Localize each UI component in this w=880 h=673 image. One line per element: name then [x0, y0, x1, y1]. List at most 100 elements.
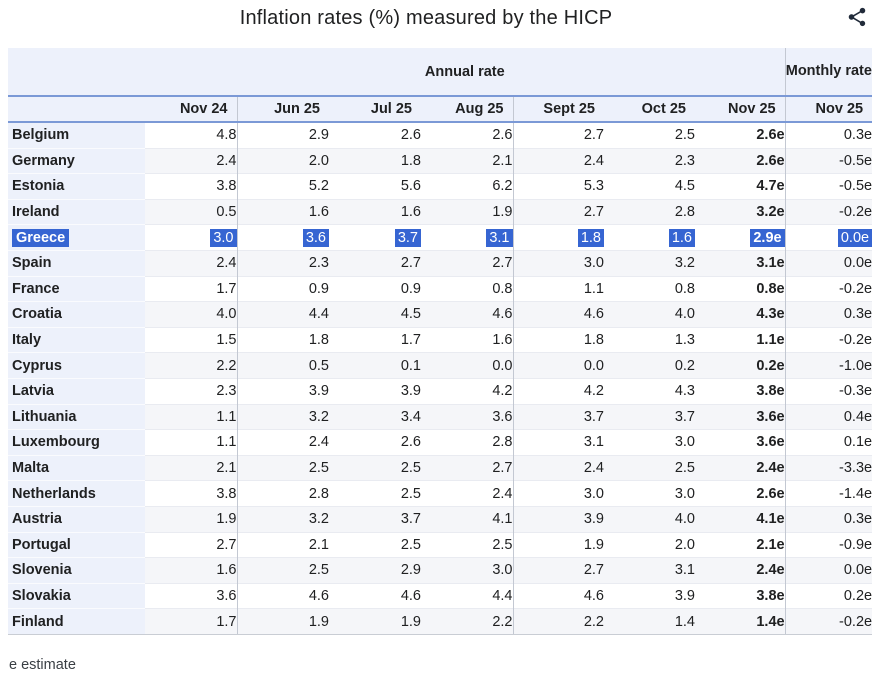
row-header-country: Slovakia	[8, 582, 145, 609]
value-cell: 4.6	[329, 582, 421, 609]
value-cell: 0.4e	[785, 403, 873, 430]
value-cell: 2.3	[604, 147, 695, 174]
value-cell: 0.5	[237, 352, 329, 379]
value-cell: -0.5e	[785, 173, 873, 200]
value-cell: 2.5	[604, 454, 695, 481]
value-cell: 4.6	[421, 301, 514, 328]
value-cell: 3.1e	[695, 249, 786, 277]
value-cell: 2.5	[237, 557, 329, 584]
value-cell: -0.2e	[785, 275, 873, 302]
table-row: Netherlands 3.8 2.8 2.5 2.4 3.0 3.0 2.6e -1.4e	[8, 480, 873, 507]
value-cell: 2.2	[145, 352, 238, 379]
value-cell: 4.6	[237, 582, 329, 609]
value-cell: 3.9	[237, 377, 329, 405]
row-header-country: Italy	[8, 326, 145, 353]
value-cell: 2.2	[513, 608, 604, 635]
group-header-row: Annual rate Monthly rate	[8, 48, 873, 97]
value-cell: 2.6	[421, 121, 514, 149]
value-cell: 1.7	[145, 608, 238, 635]
value-cell: 4.2	[513, 377, 604, 405]
column-header: Nov 25	[695, 96, 786, 123]
value-cell: 1.8	[237, 326, 329, 353]
value-cell: 2.5	[421, 531, 514, 558]
table-body: Belgium 4.8 2.9 2.6 2.6 2.7 2.5 2.6e 0.3e Germany…	[8, 121, 873, 635]
value-cell: 2.7	[329, 249, 421, 277]
value-cell: 0.0	[421, 352, 514, 379]
value-cell: 4.7e	[695, 173, 786, 200]
value-cell: 4.0	[604, 301, 695, 328]
value-cell: 1.7	[329, 326, 421, 353]
value-cell: 3.1	[421, 224, 514, 251]
table-row: Croatia 4.0 4.4 4.5 4.6 4.6 4.0 4.3e 0.3e	[8, 301, 873, 328]
table-row: Italy 1.5 1.8 1.7 1.6 1.8 1.3 1.1e -0.2e	[8, 326, 873, 353]
column-header: Jun 25	[237, 96, 329, 123]
table-row: Latvia 2.3 3.9 3.9 4.2 4.2 4.3 3.8e -0.3e	[8, 377, 873, 405]
value-cell: 1.3	[604, 326, 695, 353]
value-cell: 0.2e	[785, 582, 873, 609]
column-header-row: Nov 24 Jun 25 Jul 25 Aug 25 Sept 25 Oct 25 Nov…	[8, 96, 873, 123]
value-cell: 4.3	[604, 377, 695, 405]
share-button[interactable]	[845, 6, 869, 30]
value-cell: 1.5	[145, 326, 238, 353]
table-row: Malta 2.1 2.5 2.5 2.7 2.4 2.5 2.4e -3.3e	[8, 454, 873, 481]
value-cell: 1.6	[237, 198, 329, 225]
value-cell: 4.5	[329, 301, 421, 328]
footnote: e estimate	[9, 657, 76, 673]
value-cell: 4.0	[604, 505, 695, 532]
value-cell: 2.5	[604, 121, 695, 149]
table-row: Belgium 4.8 2.9 2.6 2.6 2.7 2.5 2.6e 0.3e	[8, 121, 873, 149]
value-cell: 2.4e	[695, 557, 786, 584]
value-cell: 2.6	[329, 429, 421, 456]
value-cell: 1.1	[513, 275, 604, 302]
table-row: Lithuania 1.1 3.2 3.4 3.6 3.7 3.7 3.6e 0.4e	[8, 403, 873, 430]
value-cell: 3.9	[329, 377, 421, 405]
row-header-country: Cyprus	[8, 352, 145, 379]
value-cell: 2.6e	[695, 480, 786, 507]
value-cell: 2.5	[329, 480, 421, 507]
value-cell: 2.1	[421, 147, 514, 174]
value-cell: 0.0e	[785, 557, 873, 584]
row-header-country: Malta	[8, 454, 145, 481]
value-cell: 0.8	[421, 275, 514, 302]
value-cell: 3.0	[513, 249, 604, 277]
value-cell: 1.6	[329, 198, 421, 225]
value-cell: 4.4	[237, 301, 329, 328]
value-cell: 0.3e	[785, 301, 873, 328]
table-row: Finland 1.7 1.9 1.9 2.2 2.2 1.4 1.4e -0.2e	[8, 608, 873, 635]
value-cell: 4.1	[421, 505, 514, 532]
value-cell: 3.1	[604, 557, 695, 584]
row-header-country: Portugal	[8, 531, 145, 558]
value-cell: 4.8	[145, 121, 238, 149]
row-header-country: Austria	[8, 505, 145, 532]
table-row: France 1.7 0.9 0.9 0.8 1.1 0.8 0.8e -0.2e	[8, 275, 873, 302]
value-cell: 3.8	[145, 480, 238, 507]
value-cell: 4.3e	[695, 301, 786, 328]
value-cell: 3.0	[421, 557, 514, 584]
table-header: Annual rate Monthly rate Nov 24 Jun 25 Jul…	[8, 48, 873, 123]
value-cell: 0.0e	[785, 224, 873, 251]
value-cell: 2.7	[513, 198, 604, 225]
column-header: Oct 25	[604, 96, 695, 123]
value-cell: 4.5	[604, 173, 695, 200]
table-row: Estonia 3.8 5.2 5.6 6.2 5.3 4.5 4.7e -0.5e	[8, 173, 873, 200]
value-cell: 1.9	[237, 608, 329, 635]
value-cell: 4.6	[513, 301, 604, 328]
table-row: Slovakia 3.6 4.6 4.6 4.4 4.6 3.9 3.8e 0.2e	[8, 582, 873, 609]
value-cell: 2.5	[329, 531, 421, 558]
value-cell: 1.1	[145, 403, 238, 430]
value-cell: 2.9	[329, 557, 421, 584]
value-cell: 1.8	[513, 224, 604, 251]
value-cell: 5.2	[237, 173, 329, 200]
value-cell: 2.4	[145, 249, 238, 277]
value-cell: 1.1e	[695, 326, 786, 353]
value-cell: 2.7	[421, 249, 514, 277]
value-cell: 0.3e	[785, 121, 873, 149]
value-cell: 3.8e	[695, 377, 786, 405]
value-cell: 0.9	[329, 275, 421, 302]
value-cell: 1.9	[513, 531, 604, 558]
value-cell: 3.0	[604, 480, 695, 507]
value-cell: 2.5	[237, 454, 329, 481]
value-cell: -0.3e	[785, 377, 873, 405]
value-cell: 2.4	[145, 147, 238, 174]
